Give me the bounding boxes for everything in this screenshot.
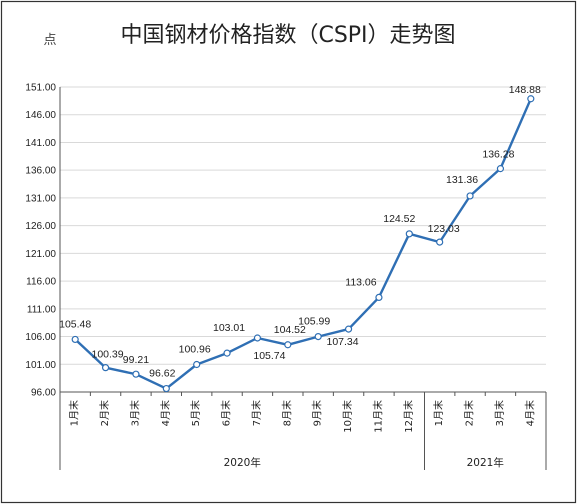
x-tick-label: 7月末	[250, 400, 263, 426]
y-tick-label: 146.00	[25, 110, 56, 121]
data-label: 148.88	[509, 84, 541, 96]
y-tick-label: 111.00	[27, 304, 57, 315]
chart-title: 中国钢材价格指数（CSPI）走势图	[120, 23, 455, 48]
data-point	[284, 341, 292, 349]
x-tick-label: 12月末	[402, 400, 415, 433]
y-tick-label: 116.00	[26, 277, 56, 288]
data-point	[344, 325, 353, 333]
data-label: 100.96	[179, 343, 211, 355]
y-tick-labels: 96.00 101.00 106.00 111.00 116.00 121.00 126.0…	[25, 83, 56, 399]
y-tick-label: 121.00	[25, 249, 56, 260]
y-axis-unit-label: 点	[43, 33, 56, 48]
y-tick-label: 96.00	[31, 388, 56, 399]
x-tick-label: 6月末	[220, 400, 233, 426]
data-label: 105.74	[253, 350, 285, 362]
x-tick-label: 1月末	[68, 400, 81, 426]
data-point	[193, 360, 201, 369]
axis-layer	[59, 87, 547, 470]
x-tick-label: 8月末	[280, 400, 293, 426]
series-line	[74, 98, 532, 390]
data-label: 131.36	[446, 174, 478, 186]
series-line-layer	[74, 98, 532, 390]
x-tick-label: 2月末	[98, 400, 111, 426]
y-tick-label: 126.00	[25, 221, 56, 232]
y-tick-label: 136.00	[25, 166, 56, 177]
data-point	[496, 165, 505, 173]
data-label: 123.03	[428, 223, 460, 235]
data-point	[314, 333, 322, 341]
x-tick-label: 9月末	[311, 400, 324, 426]
data-label: 96.62	[149, 368, 175, 380]
data-label: 99.21	[123, 354, 149, 366]
x-tick-label: 5月末	[189, 400, 202, 426]
y-tick-label: 131.00	[25, 193, 56, 204]
y-tick-label: 101.00	[25, 360, 56, 371]
data-label: 105.48	[59, 318, 91, 330]
x-tick-label: 4月末	[159, 400, 172, 426]
data-label: 105.99	[298, 316, 330, 328]
data-label: 103.01	[213, 322, 245, 334]
x-tick-label: 4月末	[523, 400, 536, 426]
data-point	[101, 364, 110, 372]
data-label: 104.52	[274, 324, 306, 336]
x-group-labels: 2020年 2021年	[224, 456, 504, 469]
data-label: 107.34	[327, 336, 359, 348]
x-group-label: 2020年	[224, 456, 261, 469]
x-tick-label: 3月末	[493, 400, 506, 426]
data-label: 124.52	[383, 213, 415, 225]
data-point	[253, 334, 262, 342]
data-point	[223, 349, 231, 357]
data-point	[132, 370, 140, 378]
x-tick-label: 1月末	[432, 400, 445, 426]
x-tick-labels: 1月末 2月末 3月末 4月末 5月末 6月末 7月末 8月末 9月末 10月末 11月末 12月末 1…	[68, 400, 537, 433]
x-tick-label: 2月末	[463, 400, 476, 426]
data-point	[527, 95, 535, 103]
y-tick-label: 151.00	[25, 83, 56, 94]
y-tick-label: 106.00	[25, 332, 56, 343]
x-tick-label: 10月末	[341, 400, 354, 433]
data-point	[466, 192, 474, 200]
x-tick-label: 11月末	[371, 400, 384, 433]
data-point	[375, 293, 383, 301]
data-point	[436, 238, 444, 246]
data-point	[162, 384, 170, 393]
data-point	[405, 230, 413, 238]
data-point	[71, 335, 79, 344]
data-points	[71, 95, 535, 393]
y-tick-label: 141.00	[25, 138, 56, 149]
data-label: 113.06	[345, 276, 376, 288]
x-tick-label: 3月末	[128, 400, 141, 426]
x-group-label: 2021年	[467, 456, 504, 469]
grid-layer	[60, 86, 546, 365]
data-label: 100.39	[92, 349, 124, 361]
data-label: 136.28	[482, 149, 514, 161]
